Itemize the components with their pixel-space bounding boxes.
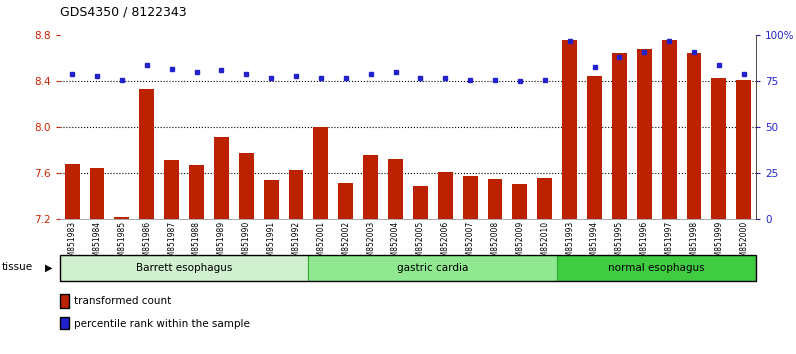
Bar	[64, 164, 80, 219]
Text: GDS4350 / 8122343: GDS4350 / 8122343	[60, 5, 186, 18]
Bar	[189, 165, 204, 219]
Text: percentile rank within the sample: percentile rank within the sample	[74, 319, 250, 329]
Bar	[438, 172, 453, 219]
Bar	[736, 80, 751, 219]
Bar	[661, 40, 677, 219]
Bar	[308, 255, 557, 281]
Bar	[712, 78, 726, 219]
Bar	[164, 160, 179, 219]
Bar	[637, 49, 652, 219]
Bar	[89, 168, 104, 219]
Bar	[537, 178, 552, 219]
Bar	[487, 179, 502, 219]
Text: ▶: ▶	[45, 262, 52, 272]
Bar	[139, 90, 154, 219]
Bar	[462, 176, 478, 219]
Bar	[239, 153, 254, 219]
Bar	[388, 159, 403, 219]
Bar	[562, 40, 577, 219]
Bar	[612, 53, 626, 219]
Text: Barrett esophagus: Barrett esophagus	[136, 263, 232, 273]
Bar	[263, 180, 279, 219]
Bar	[413, 186, 427, 219]
Bar	[587, 76, 602, 219]
Text: gastric cardia: gastric cardia	[397, 263, 469, 273]
Text: normal esophagus: normal esophagus	[608, 263, 705, 273]
Bar	[513, 184, 527, 219]
Bar	[288, 170, 303, 219]
Bar	[363, 155, 378, 219]
Bar	[557, 255, 756, 281]
Bar	[338, 183, 353, 219]
Bar	[686, 53, 701, 219]
Bar	[214, 137, 228, 219]
Bar	[115, 217, 129, 219]
Text: transformed count: transformed count	[74, 296, 171, 306]
Bar	[314, 127, 328, 219]
Bar	[60, 255, 308, 281]
Text: tissue: tissue	[2, 262, 33, 272]
